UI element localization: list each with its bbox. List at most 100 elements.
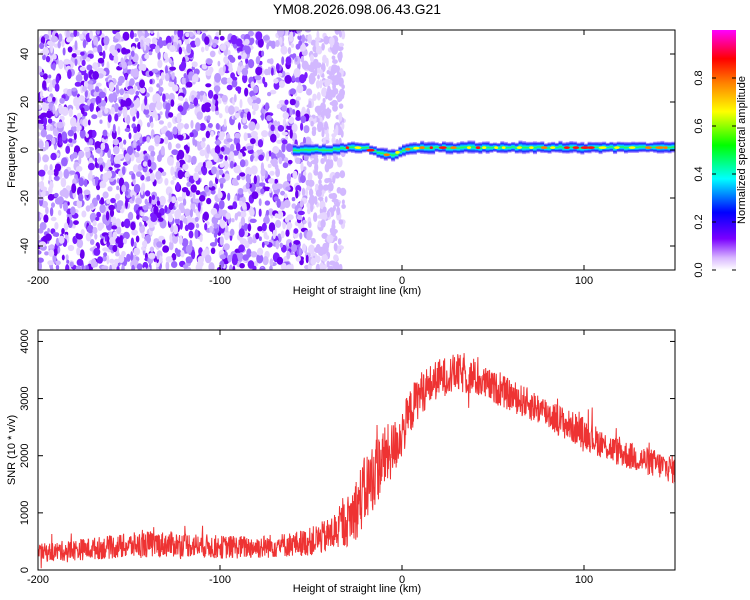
spectrogram-noise-cell bbox=[165, 73, 170, 82]
spectrogram-noise-cell bbox=[267, 91, 272, 97]
spectrogram-noise-cell bbox=[150, 215, 158, 223]
spectrogram-noise-cell bbox=[303, 136, 306, 145]
spectrogram-noise-cell bbox=[128, 88, 135, 95]
spectrogram-noise-cell bbox=[219, 154, 224, 160]
spectrogram-noise-cell bbox=[185, 189, 191, 197]
spectrogram-noise-cell bbox=[201, 103, 207, 113]
spectrogram-noise-cell bbox=[326, 159, 334, 169]
spectrogram-noise-cell bbox=[227, 49, 231, 56]
spectrogram-noise-cell bbox=[315, 189, 322, 197]
spectrogram-noise-cell bbox=[131, 46, 136, 51]
spectrogram-noise-cell bbox=[55, 75, 60, 84]
spectrogram-noise-cell bbox=[234, 132, 241, 139]
spectrogram-noise-cell bbox=[323, 88, 327, 98]
colorbar-tick-label: 0.6 bbox=[693, 118, 705, 133]
spectrogram-noise-cell bbox=[230, 34, 238, 45]
spectrogram-noise-cell bbox=[165, 65, 168, 75]
spectrogram-noise-cell bbox=[53, 248, 58, 256]
spectrogram-noise-cell bbox=[160, 72, 165, 81]
spectrogram-noise-cell bbox=[130, 221, 136, 231]
spectrogram-noise-cell bbox=[316, 91, 321, 101]
spectrogram-noise-cell bbox=[262, 76, 266, 84]
spectrogram-noise-cell bbox=[337, 238, 342, 245]
spectrogram-noise-cell bbox=[238, 188, 244, 195]
spectrogram-noise-cell bbox=[205, 160, 213, 169]
spectrogram-noise-cell bbox=[76, 258, 84, 266]
spectrogram-noise-cell bbox=[75, 265, 82, 270]
spectrogram-noise-cell bbox=[334, 30, 340, 35]
spectrogram-noise-cell bbox=[267, 163, 272, 168]
spectrogram-noise-cell bbox=[289, 186, 294, 192]
spectrogram-noise-cell bbox=[318, 179, 322, 185]
spectrogram-noise-cell bbox=[65, 254, 69, 261]
spectrogram-noise-cell bbox=[277, 30, 285, 37]
spectrogram-noise-cell bbox=[58, 104, 63, 114]
spectrogram-noise-cell bbox=[288, 37, 294, 42]
spectrogram-noise-cell bbox=[118, 177, 125, 188]
spectrogram-noise-cell bbox=[172, 126, 178, 135]
spectrogram-noise-cell bbox=[302, 166, 307, 171]
spectrogram-noise-cell bbox=[199, 94, 203, 103]
spectrogram-noise-cell bbox=[177, 30, 184, 38]
spectrogram-noise-cell bbox=[94, 157, 98, 163]
snr-frame bbox=[37, 329, 676, 571]
spectrogram-noise-cell bbox=[280, 262, 287, 270]
spectrogram-noise-cell bbox=[121, 184, 126, 193]
spectrogram-noise-cell bbox=[239, 172, 246, 177]
spectrogram-noise-cell bbox=[199, 122, 206, 131]
spectrogram-noise-cell bbox=[110, 216, 117, 224]
spectrogram-noise-cell bbox=[169, 45, 176, 53]
spectrogram-noise-cell bbox=[135, 197, 142, 205]
spectrogram-noise-cell bbox=[239, 200, 243, 206]
spectrogram-noise-cell bbox=[59, 137, 63, 146]
spectrogram-noise-cell bbox=[100, 197, 104, 205]
spectrogram-noise-cell bbox=[320, 219, 326, 228]
spectrogram-noise-cell bbox=[122, 166, 126, 176]
spectrogram-noise-cell bbox=[270, 124, 275, 132]
snr-y-label: SNR (10 * v/v) bbox=[6, 415, 18, 485]
spectrogram-noise-cell bbox=[187, 222, 195, 231]
spectrogram-noise-cell bbox=[271, 182, 279, 191]
spectrogram-noise-cell bbox=[300, 257, 304, 263]
spectrogram-noise-cell bbox=[262, 35, 270, 41]
spectrogram-peak-cell bbox=[614, 146, 620, 150]
spectrogram-y-tick-label: 20 bbox=[19, 96, 31, 108]
spectrogram-noise-cell bbox=[185, 244, 193, 254]
spectrogram-peak-cell bbox=[419, 146, 425, 150]
spectrogram-noise-cell bbox=[245, 57, 249, 64]
spectrogram-noise-cell bbox=[229, 160, 234, 169]
spectrogram-noise-cell bbox=[159, 111, 163, 116]
spectrogram-noise-cell bbox=[332, 175, 336, 184]
spectrogram-band-segment bbox=[362, 143, 366, 153]
spectrogram-noise-cell bbox=[253, 261, 259, 267]
spectrogram-noise-cell bbox=[110, 153, 114, 164]
spectrogram-noise-cell bbox=[150, 161, 157, 171]
spectrogram-noise-cell bbox=[96, 211, 101, 218]
spectrogram-noise-cell bbox=[338, 219, 344, 225]
spectrogram-noise-cell bbox=[131, 229, 139, 236]
spectrogram-noise-cell bbox=[271, 67, 274, 76]
spectrogram-band-segment bbox=[554, 142, 559, 153]
spectrogram-noise-cell bbox=[38, 119, 44, 124]
spectrogram-noise-cell bbox=[85, 133, 90, 139]
spectrogram-noise-cell bbox=[313, 52, 318, 58]
spectrogram-noise-cell bbox=[85, 57, 91, 62]
spectrogram-band-segment bbox=[605, 142, 610, 153]
spectrogram-noise-cell bbox=[168, 58, 172, 64]
spectrogram-noise-cell bbox=[113, 145, 120, 155]
spectrogram-noise-cell bbox=[253, 175, 257, 185]
spectrogram-noise-cell bbox=[281, 143, 286, 153]
spectrogram-band-segment bbox=[394, 149, 399, 160]
spectrogram-noise-cell bbox=[229, 151, 235, 160]
spectrogram-band-segment bbox=[620, 141, 625, 153]
spectrogram-noise-cell bbox=[312, 93, 317, 102]
spectrogram-noise-cell bbox=[72, 138, 77, 144]
spectrogram-noise-cell bbox=[260, 188, 265, 195]
spectrogram-noise-cell bbox=[237, 55, 242, 60]
spectrogram-noise-cell bbox=[61, 106, 69, 117]
spectrogram-noise-cell bbox=[235, 38, 243, 47]
spectrogram-noise-cell bbox=[246, 145, 254, 150]
spectrogram-noise-cell bbox=[88, 138, 94, 146]
spectrogram-noise-cell bbox=[250, 138, 256, 145]
spectrogram-noise-cell bbox=[113, 102, 119, 113]
